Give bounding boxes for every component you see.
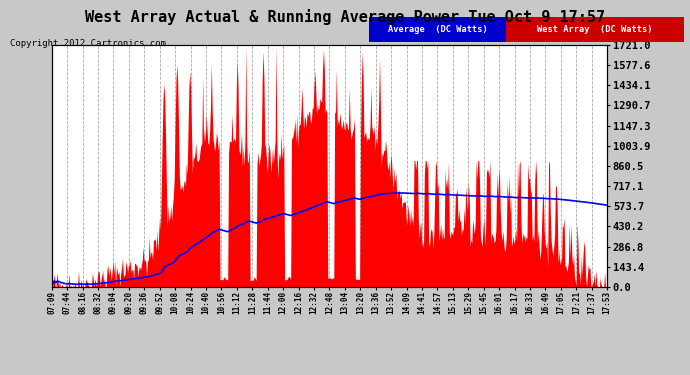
- Text: West Array Actual & Running Average Power Tue Oct 9 17:57: West Array Actual & Running Average Powe…: [85, 9, 605, 25]
- FancyBboxPatch shape: [369, 17, 506, 42]
- Text: Average  (DC Watts): Average (DC Watts): [388, 25, 487, 34]
- Text: West Array  (DC Watts): West Array (DC Watts): [537, 25, 653, 34]
- FancyBboxPatch shape: [506, 17, 684, 42]
- Text: Copyright 2012 Cartronics.com: Copyright 2012 Cartronics.com: [10, 39, 166, 48]
